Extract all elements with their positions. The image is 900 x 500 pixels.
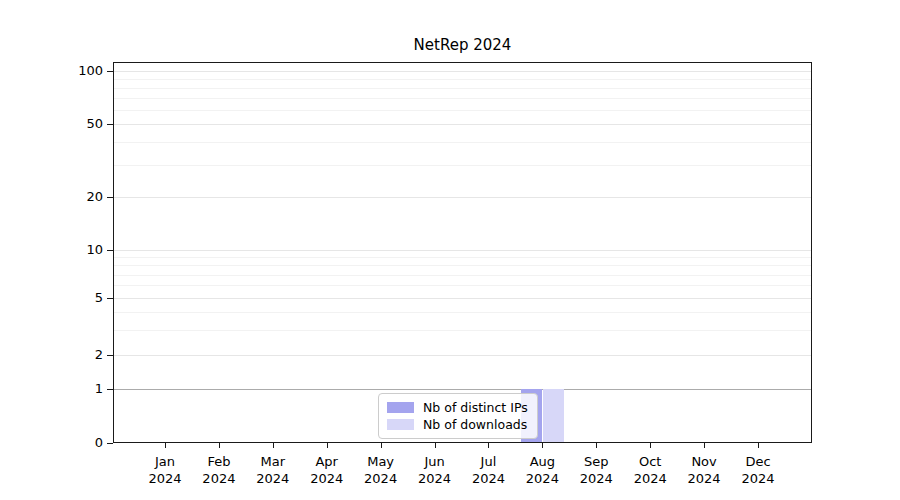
x-tick-mark xyxy=(435,443,436,448)
x-tick-mark xyxy=(165,443,166,448)
y-tick-label: 5 xyxy=(65,289,103,307)
legend-item-downloads: Nb of downloads xyxy=(387,416,529,433)
gridline-major xyxy=(113,389,812,390)
y-tick-label: 1 xyxy=(65,380,103,398)
y-tick-label: 20 xyxy=(65,188,103,206)
gridline-minor xyxy=(113,265,812,266)
plot-frame xyxy=(113,62,812,443)
gridline-minor xyxy=(113,110,812,111)
gridline-major xyxy=(113,250,812,251)
gridline-major xyxy=(113,124,812,125)
bar-downloads xyxy=(543,389,564,442)
gridline-minor xyxy=(113,79,812,80)
gridline-minor xyxy=(113,330,812,331)
plot-area: 0125102050100 Jan2024Feb2024Mar2024Apr20… xyxy=(113,62,812,443)
gridline-major xyxy=(113,355,812,356)
legend-swatch-downloads xyxy=(387,419,414,430)
gridline-minor xyxy=(113,165,812,166)
y-tick-label: 2 xyxy=(65,346,103,364)
y-tick-label: 100 xyxy=(65,62,103,80)
chart-title: NetRep 2024 xyxy=(113,36,812,54)
y-tick-label: 50 xyxy=(65,115,103,133)
x-tick-mark xyxy=(219,443,220,448)
legend-swatch-distinct-ips xyxy=(387,402,414,413)
x-tick-mark xyxy=(327,443,328,448)
gridline-minor xyxy=(113,257,812,258)
legend-item-distinct-ips: Nb of distinct IPs xyxy=(387,399,529,416)
legend: Nb of distinct IPs Nb of downloads xyxy=(378,393,538,439)
gridline-minor xyxy=(113,312,812,313)
chart-figure: NetRep 2024 0125102050100 Jan2024Feb2024… xyxy=(0,0,900,500)
gridline-minor xyxy=(113,88,812,89)
gridline-minor xyxy=(113,142,812,143)
x-tick-mark xyxy=(381,443,382,448)
x-tick-mark xyxy=(758,443,759,448)
x-tick-mark xyxy=(542,443,543,448)
legend-label-downloads: Nb of downloads xyxy=(423,417,527,432)
gridline-major xyxy=(113,197,812,198)
y-tick-label: 0 xyxy=(65,434,103,452)
gridline-minor xyxy=(113,275,812,276)
x-tick-mark xyxy=(273,443,274,448)
x-tick-mark xyxy=(650,443,651,448)
x-tick-mark xyxy=(596,443,597,448)
x-tick-mark xyxy=(704,443,705,448)
y-tick-label: 10 xyxy=(65,241,103,259)
gridline-major xyxy=(113,71,812,72)
legend-label-distinct-ips: Nb of distinct IPs xyxy=(423,400,528,415)
x-tick-label: Dec2024 xyxy=(726,453,790,487)
gridline-minor xyxy=(113,98,812,99)
x-tick-mark xyxy=(488,443,489,448)
y-tick-mark xyxy=(107,443,113,444)
gridline-major xyxy=(113,298,812,299)
gridline-minor xyxy=(113,285,812,286)
